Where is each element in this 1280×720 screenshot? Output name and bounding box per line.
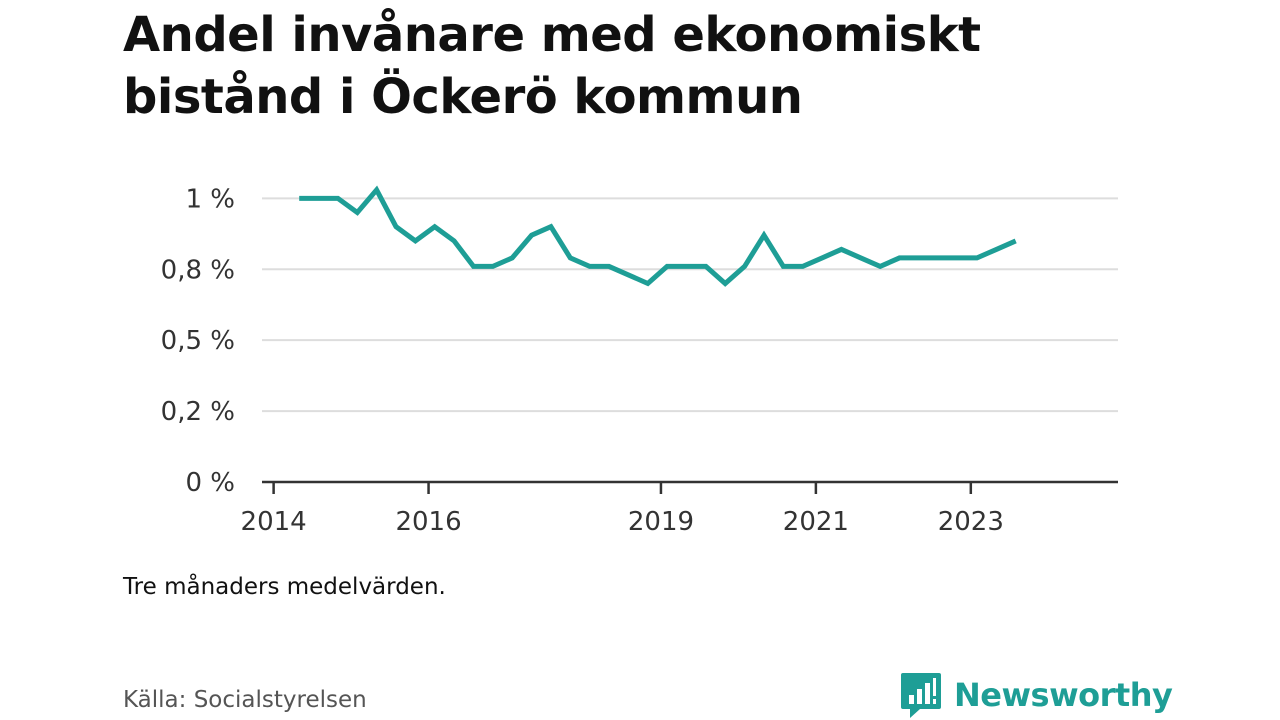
y-tick-label: 1 %	[185, 184, 235, 214]
x-tick-label: 2021	[783, 507, 849, 537]
y-tick-label: 0,5 %	[161, 326, 235, 356]
y-tick-label: 0,8 %	[161, 255, 235, 285]
y-tick-label: 0,2 %	[161, 397, 235, 427]
x-tick-label: 2019	[628, 507, 694, 537]
newsworthy-logo-icon	[901, 673, 941, 718]
brand-logo: Newsworthy	[900, 670, 1173, 720]
y-tick-label: 0 %	[185, 468, 235, 498]
x-tick-label: 2016	[395, 507, 461, 537]
grid-layer	[262, 197, 1118, 413]
chart-source: Källa: Socialstyrelsen	[123, 687, 367, 713]
x-tick-label: 2023	[938, 507, 1004, 537]
brand-name: Newsworthy	[954, 676, 1173, 714]
axis-layer: 0 % 0,2 % 0,5 % 0,8 % 1 % 2014 2016 2019 2021 202…	[161, 184, 1118, 537]
x-tick-label: 2014	[241, 507, 307, 537]
chart-note: Tre månaders medelvärden.	[123, 574, 446, 600]
series-line	[299, 185, 1017, 287]
series-layer	[299, 185, 1017, 287]
chart-title: Andel invånare med ekonomiskt bistånd i …	[123, 7, 981, 125]
